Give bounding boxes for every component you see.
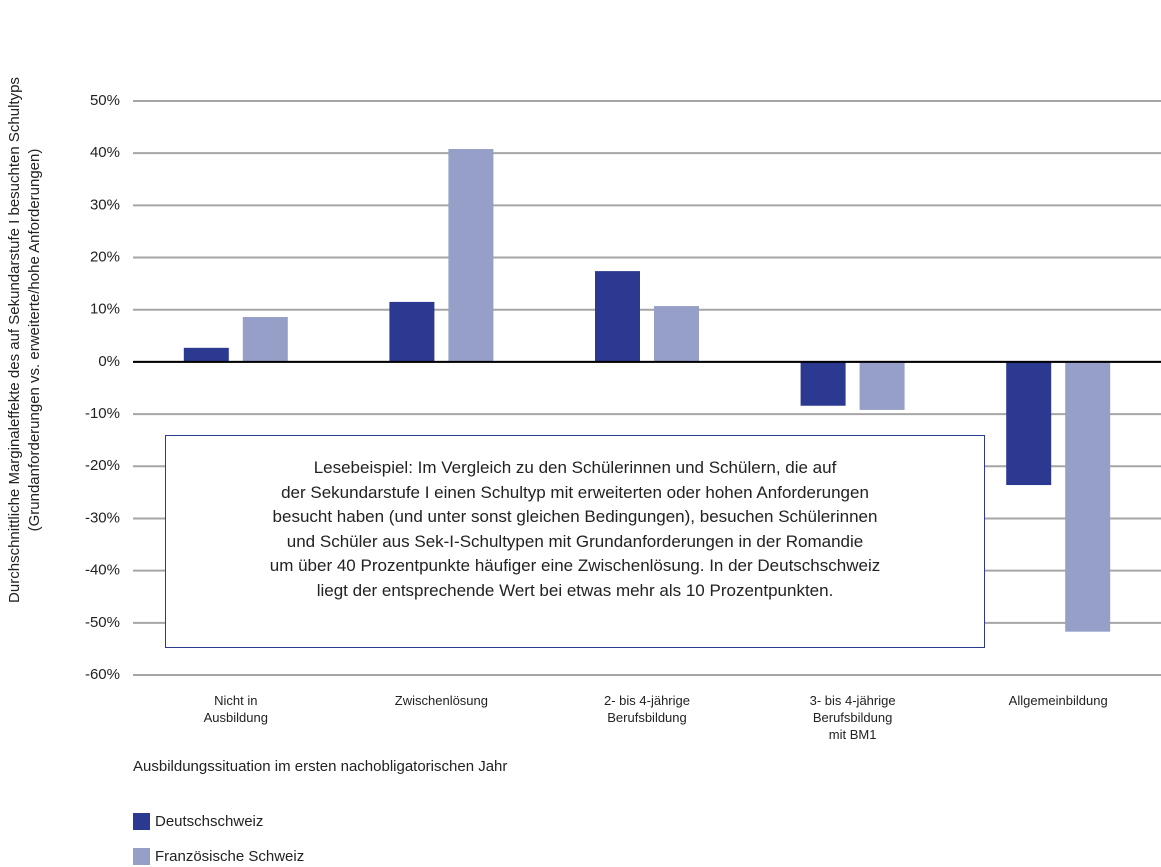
legend-swatch [133, 813, 150, 830]
y-tick-label: -60% [85, 666, 120, 683]
y-tick-label: -10% [85, 405, 120, 422]
legend-swatch [133, 848, 150, 865]
x-tick-label: 2- bis 4-jährige Berufsbildung [604, 693, 690, 725]
x-tick-label: Nicht in Ausbildung [203, 693, 268, 725]
bar [654, 306, 699, 362]
y-tick-label: -40% [85, 562, 120, 579]
legend-label: Deutschschweiz [155, 813, 264, 830]
bar [1065, 361, 1111, 632]
legend-item: Französische Schweiz [133, 848, 304, 865]
bar [800, 361, 846, 406]
annotation: Lesebeispiel: Im Vergleich zu den Schüle… [165, 435, 985, 648]
bar [1006, 361, 1052, 486]
y-tick-label: 50% [90, 92, 120, 109]
y-tick-label: -30% [85, 509, 120, 526]
y-tick-label: 0% [98, 353, 120, 370]
y-tick-label: 10% [90, 301, 120, 318]
y-tick-label: 40% [90, 144, 120, 161]
x-tick-label: Zwischenlösung [394, 693, 488, 708]
y-axis-label: Durchschnittliche Marginaleffekte des au… [6, 77, 43, 603]
y-tick-label: 30% [90, 196, 120, 213]
x-tick-label: 3- bis 4-jährige Berufsbildung mit BM1 [809, 693, 896, 742]
legend-label: Französische Schweiz [155, 848, 305, 865]
bar [595, 271, 640, 362]
bar [448, 149, 494, 362]
bar [389, 301, 435, 362]
y-tick-label: -20% [85, 457, 120, 474]
y-tick-label: -50% [85, 614, 120, 631]
bar [859, 361, 905, 410]
bar [242, 317, 288, 362]
x-axis-label: Ausbildungssituation im ersten nachoblig… [133, 758, 508, 775]
y-tick-label: 20% [90, 249, 120, 266]
x-tick-label: Allgemeinbildung [1008, 693, 1108, 708]
bar [183, 347, 229, 362]
legend-item: Deutschschweiz [133, 813, 263, 830]
